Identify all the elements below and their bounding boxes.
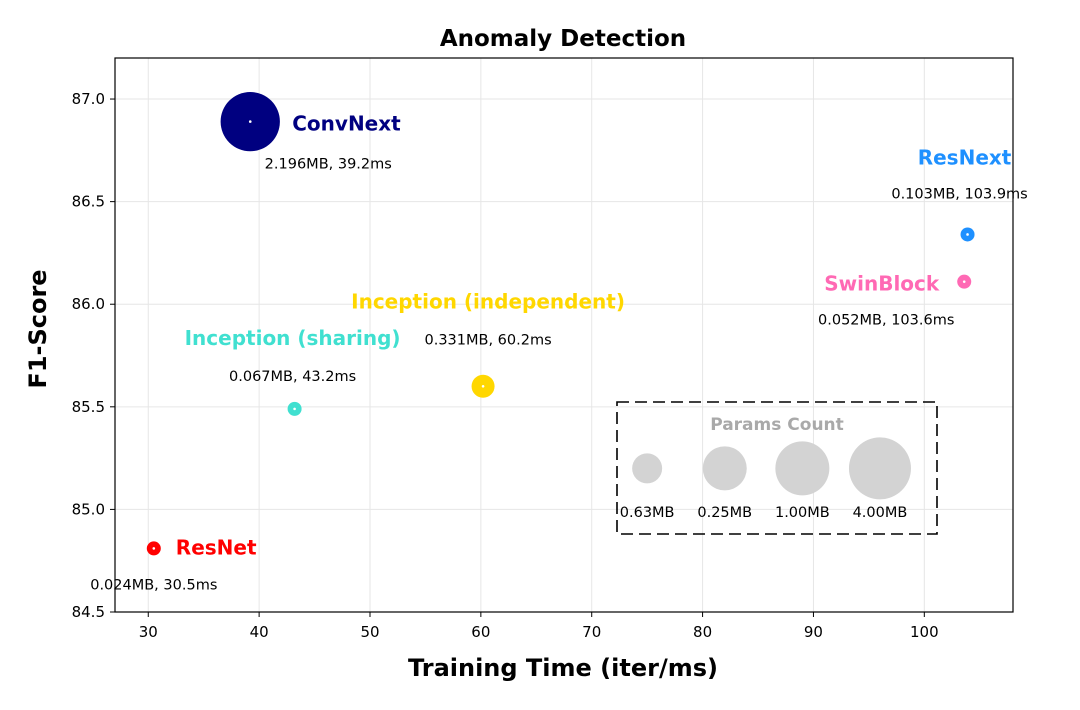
point-center-dot: [293, 407, 296, 411]
x-tick-label: 80: [693, 623, 712, 641]
point-name-label: ConvNext: [292, 112, 401, 136]
x-tick-label: 30: [139, 623, 158, 641]
y-tick-label: 86.5: [72, 193, 105, 211]
point-resnext: ResNext 0.103MB, 103.9ms: [891, 145, 1028, 242]
point-info-label: 0.052MB, 103.6ms: [818, 313, 954, 329]
y-tick-label: 85.0: [72, 500, 105, 518]
y-tick-label: 85.5: [72, 398, 105, 416]
chart-title: Anomaly Detection: [440, 26, 686, 52]
point-convnext: ConvNext 2.196MB, 39.2ms: [220, 91, 401, 173]
point-inception-independent: Inception (independent) 0.331MB, 60.2ms: [351, 289, 625, 398]
point-inception-sharing: Inception (sharing) 0.067MB, 43.2ms: [185, 326, 401, 416]
data-points: ResNet 0.024MB, 30.5ms ConvNext 2.196MB, 39…: [90, 91, 1028, 593]
point-name-label: ResNet: [176, 535, 257, 559]
legend-size-circle: [775, 441, 830, 496]
point-info-label: 0.067MB, 43.2ms: [229, 369, 356, 385]
plot-frame: [114, 57, 1014, 613]
point-info-label: 2.196MB, 39.2ms: [265, 157, 392, 173]
y-tick-label: 84.5: [72, 603, 105, 621]
point-info-label: 0.331MB, 60.2ms: [424, 332, 551, 348]
legend-size-circle: [632, 453, 663, 484]
grid: [115, 58, 1013, 613]
legend-size-circle: [848, 437, 911, 500]
point-center-dot: [152, 547, 156, 550]
size-legend: Params Count 0.63MB 0.25MB 1.00MB 4.00MB: [616, 401, 938, 535]
y-tick-label: 87.0: [72, 90, 105, 108]
legend-title: Params Count: [710, 415, 844, 435]
point-resnet: ResNet 0.024MB, 30.5ms: [90, 535, 257, 593]
x-tick-label: 40: [250, 623, 269, 641]
point-center-dot: [248, 120, 252, 123]
x-tick-label: 100: [910, 623, 939, 641]
legend-box: [616, 401, 938, 535]
point-center-dot: [481, 384, 485, 388]
legend-size-label: 0.25MB: [697, 505, 752, 521]
point-swinblock: SwinBlock 0.052MB, 103.6ms: [818, 272, 972, 329]
y-tick-label: 86.0: [72, 295, 105, 313]
legend-size-circle: [702, 446, 747, 491]
point-name-label: SwinBlock: [824, 272, 940, 296]
point-center-dot: [966, 233, 969, 236]
point-name-label: Inception (sharing): [185, 326, 401, 350]
x-tick-label: 60: [471, 623, 490, 641]
x-tick-label: 70: [582, 623, 601, 641]
point-info-label: 0.024MB, 30.5ms: [90, 577, 217, 593]
point-name-label: Inception (independent): [351, 289, 625, 313]
point-info-label: 0.103MB, 103.9ms: [891, 186, 1027, 202]
x-tick-label: 90: [804, 623, 823, 641]
y-axis-label: F1-Score: [24, 269, 52, 388]
x-axis-label: Training Time (iter/ms): [408, 654, 718, 682]
point-center-dot: [962, 280, 966, 283]
legend-size-label: 4.00MB: [853, 505, 908, 521]
x-tick-label: 50: [360, 623, 379, 641]
legend-size-label: 0.63MB: [620, 505, 675, 521]
axis-ticks: 30 40 50 60 70 80 90 100 84.5 85.0 85.5 86.0 86.5 87.…: [72, 90, 939, 641]
legend-size-label: 1.00MB: [775, 505, 830, 521]
point-name-label: ResNext: [918, 145, 1012, 169]
